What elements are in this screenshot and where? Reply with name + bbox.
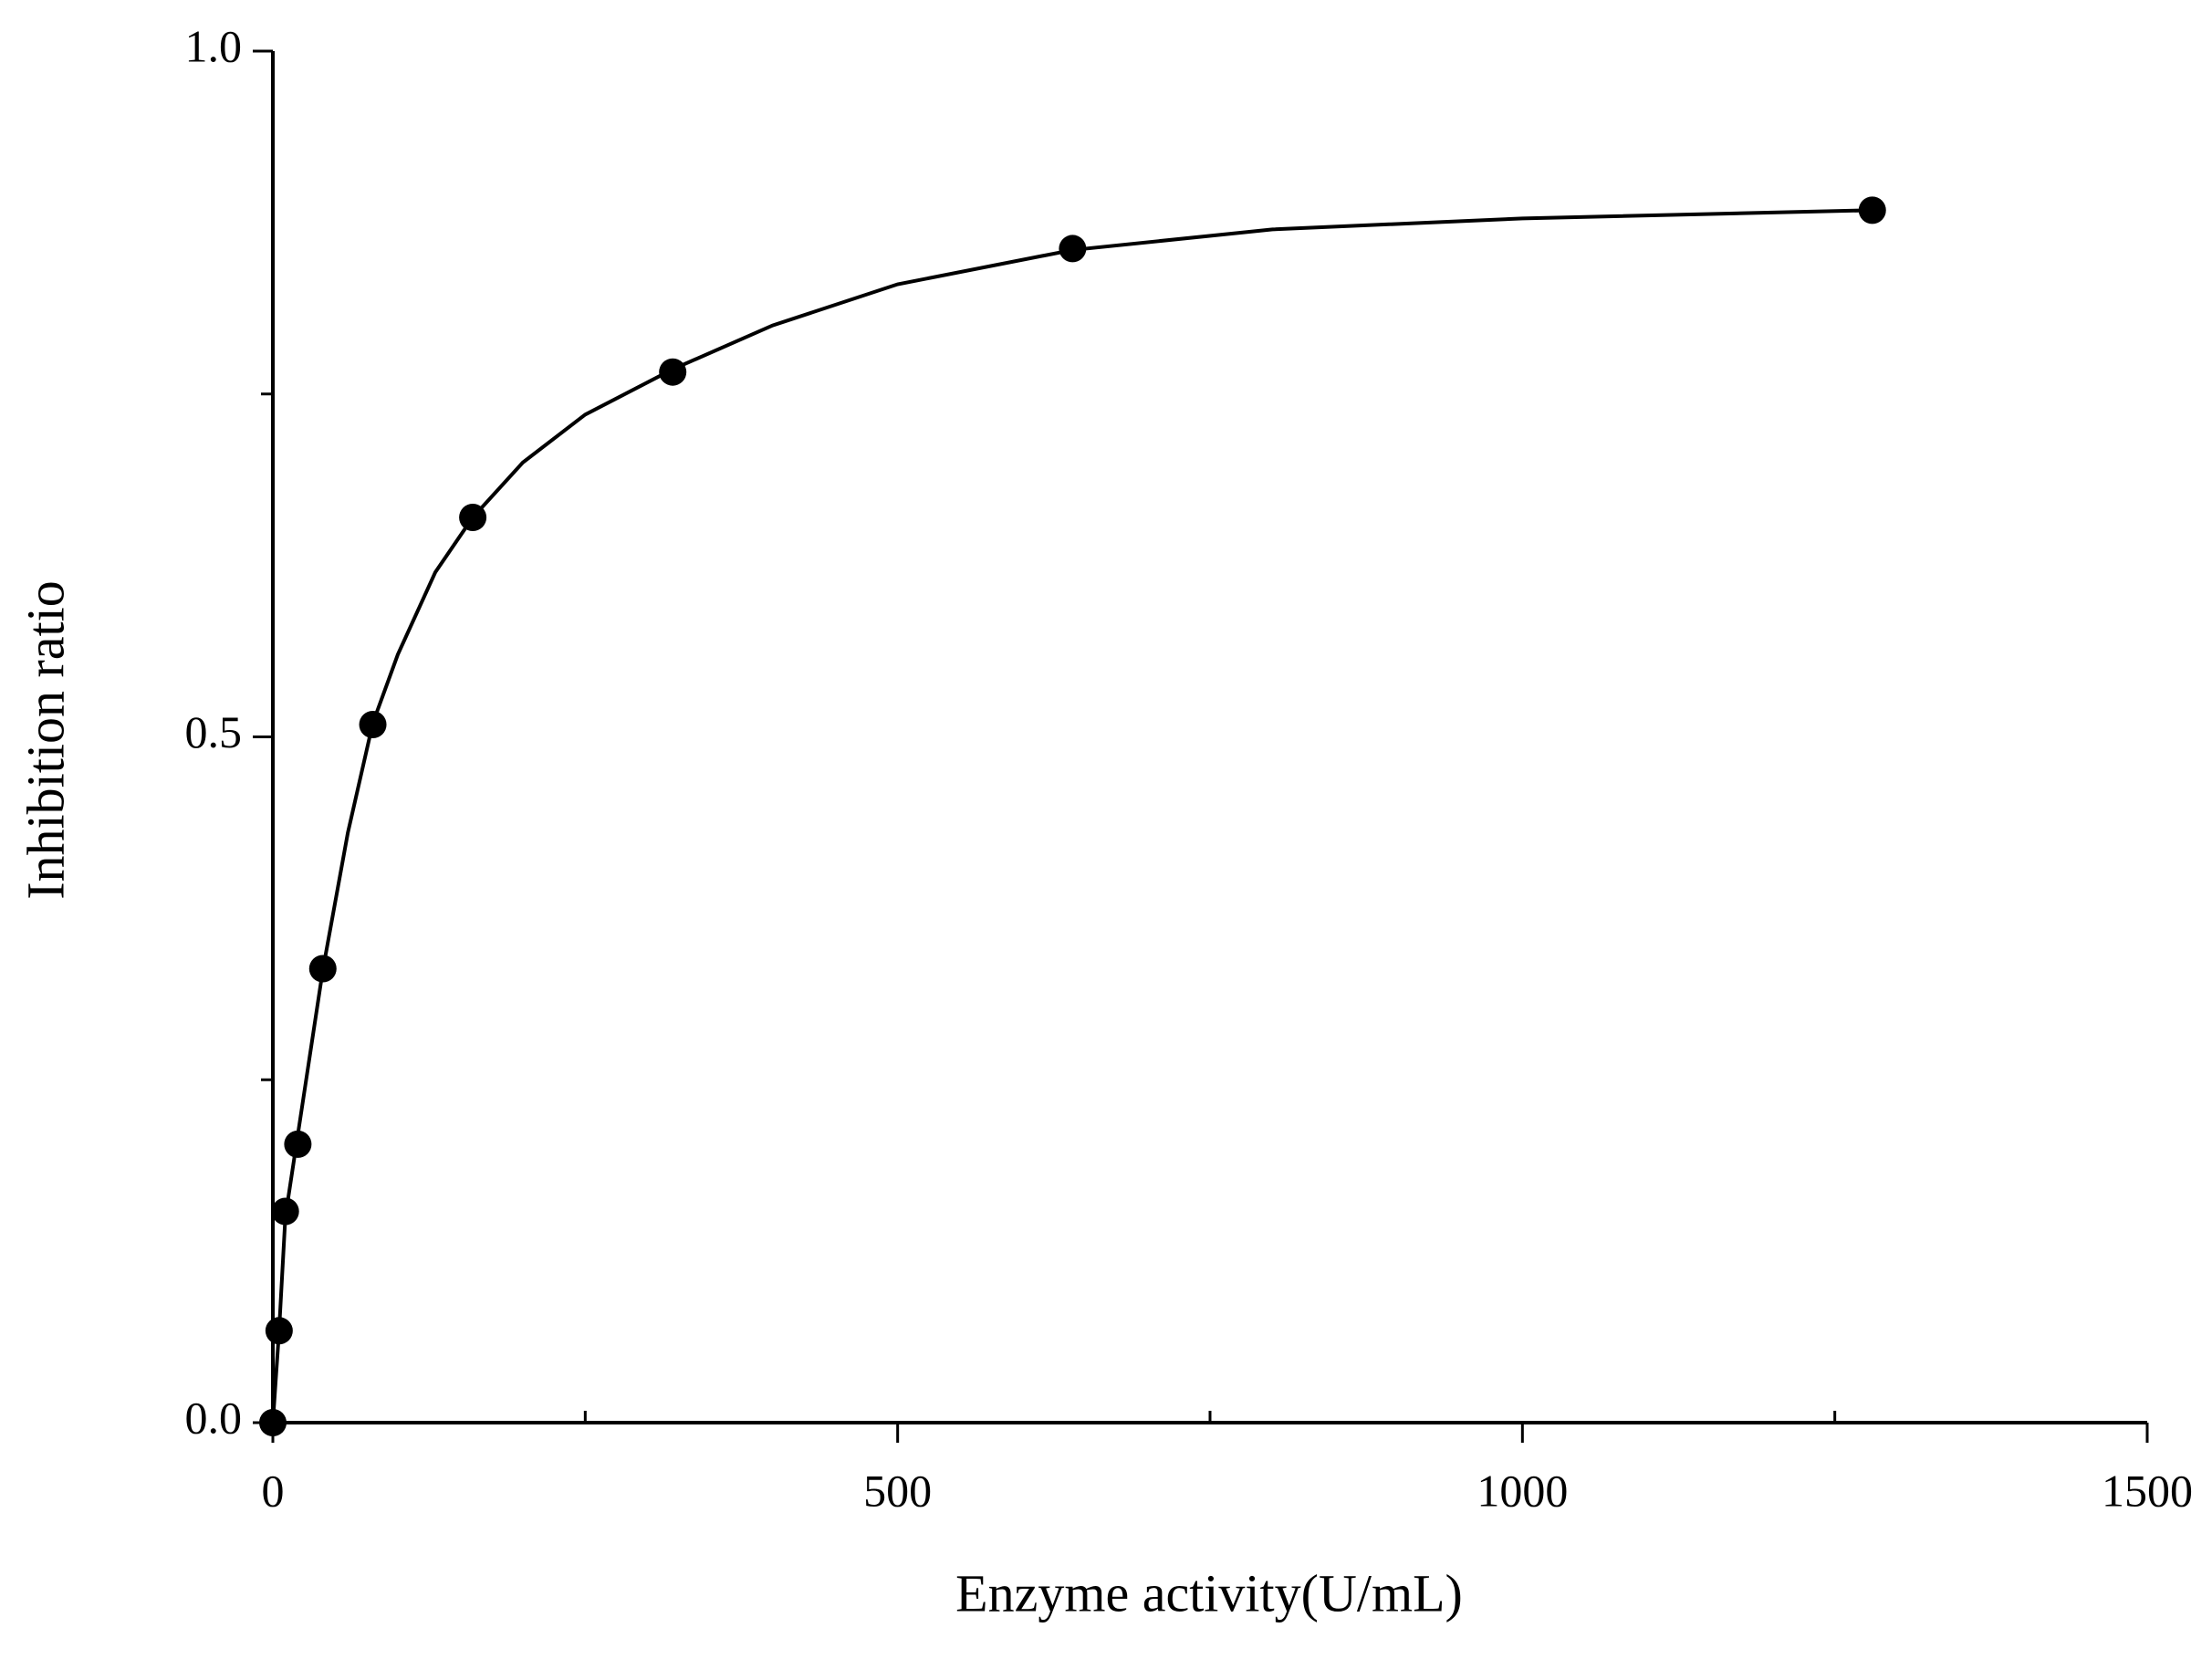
data-point	[1059, 235, 1087, 263]
y-axis-label: Inhibition ratio	[16, 580, 75, 900]
data-point	[265, 1317, 293, 1345]
x-axis-label: Enzyme activity(U/mL)	[955, 1563, 1463, 1622]
data-point	[284, 1130, 312, 1158]
fit-curve	[271, 208, 1873, 1424]
y-tick-label: 0.5	[185, 706, 243, 757]
data-point	[1858, 196, 1886, 224]
x-tick-label: 0	[262, 1465, 285, 1516]
data-point	[459, 504, 487, 532]
y-tick-label: 1.0	[185, 20, 243, 71]
y-tick-label: 0.0	[185, 1392, 243, 1443]
data-point	[308, 955, 337, 983]
data-point	[359, 710, 387, 738]
data-point	[259, 1409, 287, 1436]
data-point	[659, 358, 687, 386]
x-tick-label: 1500	[2102, 1465, 2193, 1516]
data-point	[271, 1197, 299, 1226]
x-tick-label: 1000	[1476, 1465, 1568, 1516]
x-tick-label: 500	[863, 1465, 932, 1516]
